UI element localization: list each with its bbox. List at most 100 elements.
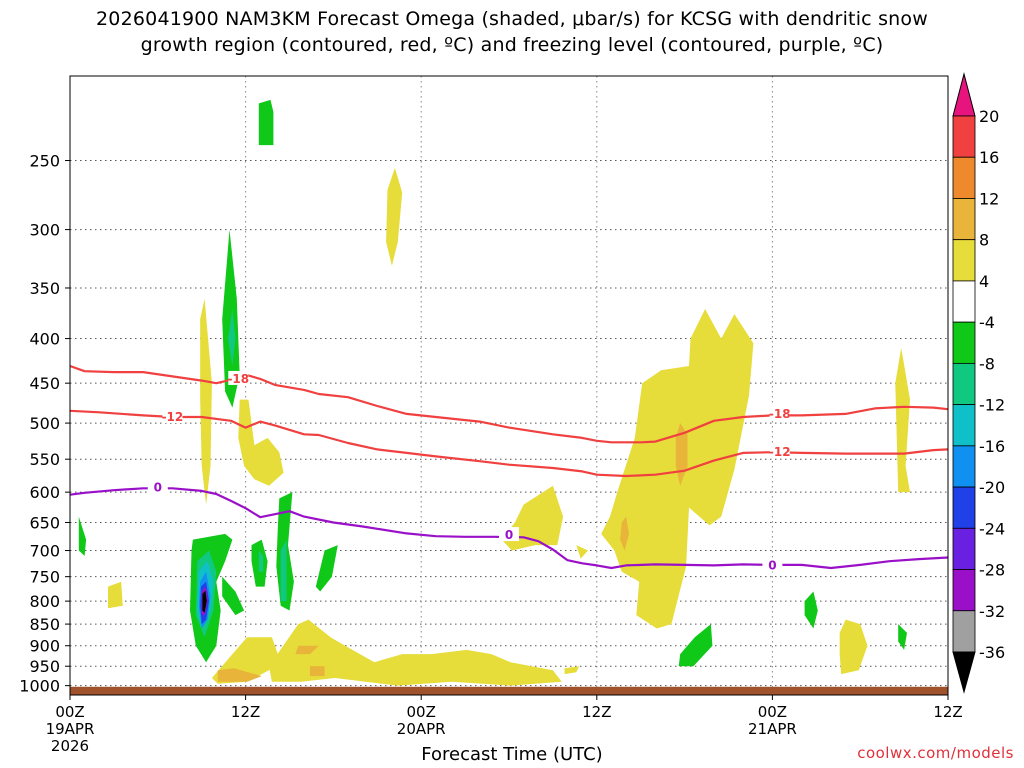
colorbar-label: 4 bbox=[979, 272, 989, 291]
colorbar-arrow-bottom bbox=[952, 651, 976, 694]
x-tick-label: 21APR bbox=[748, 720, 797, 738]
omega-region-35 bbox=[295, 645, 319, 655]
omega-region-12 bbox=[108, 581, 123, 609]
contour-label--12: -12 bbox=[162, 410, 184, 424]
y-tick-label: 800 bbox=[29, 592, 60, 611]
colorbar-swatch bbox=[952, 115, 976, 158]
omega-region-23 bbox=[280, 539, 287, 602]
x-tick-label: 00Z bbox=[758, 703, 787, 721]
omega-region-9 bbox=[620, 516, 629, 551]
contour-label-bg bbox=[769, 444, 790, 459]
contour-label-bg bbox=[228, 370, 249, 385]
colorbar-label: -36 bbox=[979, 643, 1005, 662]
omega-region-20 bbox=[202, 590, 207, 613]
y-tick-label: 350 bbox=[29, 279, 60, 298]
plot-frame bbox=[69, 75, 949, 696]
omega-region-4 bbox=[200, 298, 212, 505]
contour-label-0: 0 bbox=[768, 558, 776, 572]
contour-label-0: 0 bbox=[505, 528, 513, 542]
y-tick-label: 500 bbox=[29, 414, 60, 433]
omega-region-29 bbox=[678, 624, 713, 667]
omega-region-13 bbox=[78, 516, 87, 556]
colorbar-swatch bbox=[952, 569, 976, 612]
contour-line--12 bbox=[69, 409, 949, 478]
y-tick-label: 850 bbox=[29, 615, 60, 634]
omega-region-1 bbox=[386, 168, 403, 266]
omega-region-25 bbox=[222, 576, 245, 616]
omega-region-0 bbox=[258, 99, 274, 146]
contour-label--18: -18 bbox=[227, 372, 249, 386]
contour-label-bg bbox=[162, 408, 183, 423]
omega-region-10 bbox=[895, 347, 910, 493]
y-tick-label: 400 bbox=[29, 330, 60, 349]
contour-label-bg bbox=[499, 527, 519, 542]
colorbar-label: 20 bbox=[979, 107, 999, 126]
y-tick-label: 1000 bbox=[19, 677, 60, 696]
colorbar-label: -12 bbox=[979, 396, 1005, 415]
contour-label--18: -18 bbox=[769, 407, 791, 421]
colorbar-label: -8 bbox=[979, 354, 995, 373]
colorbar-label: -24 bbox=[979, 519, 1005, 538]
y-tick-label: 900 bbox=[29, 637, 60, 656]
colorbar-arrow-top bbox=[952, 72, 976, 117]
colorbar-swatch bbox=[952, 362, 976, 406]
y-tick-label: 750 bbox=[29, 568, 60, 587]
colorbar-swatch bbox=[952, 239, 976, 282]
y-tick-label: 650 bbox=[29, 513, 60, 532]
omega-region-2 bbox=[222, 229, 240, 408]
omega-region-36 bbox=[310, 666, 325, 677]
colorbar-label: 8 bbox=[979, 231, 989, 250]
omega-region-11 bbox=[839, 619, 868, 675]
colorbar-swatch bbox=[952, 527, 976, 570]
colorbar-label: -4 bbox=[979, 313, 995, 332]
contour-label-bg bbox=[769, 405, 790, 420]
contour-label-bg bbox=[147, 479, 168, 494]
x-tick-label: 00Z bbox=[407, 703, 436, 721]
x-tick-label: 12Z bbox=[933, 703, 962, 721]
omega-region-28 bbox=[898, 624, 907, 650]
colorbar-label: -32 bbox=[979, 602, 1005, 621]
x-tick-label: 12Z bbox=[231, 703, 260, 721]
y-tick-label: 450 bbox=[29, 374, 60, 393]
omega-region-5 bbox=[238, 399, 284, 486]
x-tick-label: 19APR bbox=[46, 720, 95, 738]
colorbar-swatch bbox=[952, 280, 976, 323]
colorbar-label: -16 bbox=[979, 437, 1005, 456]
omega-region-27 bbox=[804, 591, 818, 629]
colorbar-label: 16 bbox=[979, 148, 999, 167]
omega-region-26 bbox=[315, 545, 338, 592]
omega-region-24 bbox=[258, 550, 264, 572]
colorbar-label: -28 bbox=[979, 561, 1005, 580]
contour-label-bg bbox=[762, 557, 783, 572]
omega-region-32 bbox=[564, 666, 580, 675]
omega-region-30 bbox=[269, 619, 562, 686]
contour-label--12: -12 bbox=[769, 445, 791, 459]
colorbar-label: -20 bbox=[979, 478, 1005, 497]
colorbar-swatch bbox=[952, 404, 976, 447]
colorbar-swatch bbox=[952, 321, 976, 364]
omega-region-33 bbox=[576, 545, 588, 559]
x-tick-label: 20APR bbox=[397, 720, 446, 738]
ground-terrain bbox=[70, 686, 948, 695]
x-tick-label: 00Z bbox=[55, 703, 84, 721]
colorbar-swatch bbox=[952, 445, 976, 488]
y-tick-label: 600 bbox=[29, 483, 60, 502]
contour-label-0: 0 bbox=[154, 481, 162, 495]
y-tick-label: 300 bbox=[29, 221, 60, 240]
colorbar-swatch bbox=[952, 486, 976, 529]
y-tick-label: 950 bbox=[29, 657, 60, 676]
y-tick-label: 250 bbox=[29, 152, 60, 171]
colorbar-label: 12 bbox=[979, 189, 999, 208]
x-tick-label: 2026 bbox=[51, 737, 89, 755]
chart-title-line1: 2026041900 NAM3KM Forecast Omega (shaded… bbox=[96, 8, 928, 30]
y-tick-label: 700 bbox=[29, 542, 60, 561]
colorbar-swatch bbox=[952, 198, 976, 241]
omega-region-3 bbox=[228, 309, 236, 366]
y-tick-label: 550 bbox=[29, 450, 60, 469]
colorbar-swatch bbox=[952, 610, 976, 653]
chart-title-line2: growth region (contoured, red, ºC) and f… bbox=[140, 34, 884, 56]
colorbar-swatch bbox=[952, 156, 976, 199]
x-tick-label: 12Z bbox=[582, 703, 611, 721]
x-axis-label: Forecast Time (UTC) bbox=[421, 744, 603, 765]
